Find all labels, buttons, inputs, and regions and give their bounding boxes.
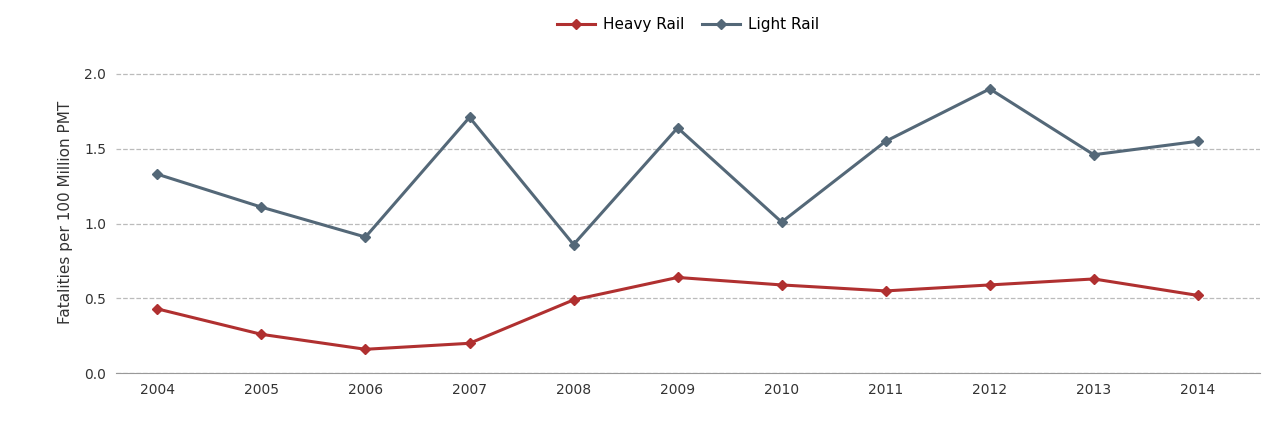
Heavy Rail [462,341,477,346]
Y-axis label: Fatalities per 100 Million PMT: Fatalities per 100 Million PMT [58,101,73,324]
Heavy Rail [566,297,581,302]
Light Rail [149,172,165,177]
Heavy Rail [983,282,998,287]
Heavy Rail [358,347,373,352]
Heavy Rail [1087,276,1102,281]
Line: Light Rail: Light Rail [154,85,1201,248]
Legend: Heavy Rail, Light Rail: Heavy Rail, Light Rail [550,11,826,38]
Heavy Rail [878,288,894,293]
Line: Heavy Rail: Heavy Rail [154,274,1201,353]
Light Rail [670,125,685,130]
Light Rail [462,115,477,120]
Light Rail [358,235,373,240]
Light Rail [774,220,790,225]
Light Rail [253,205,269,210]
Light Rail [1087,152,1102,157]
Light Rail [566,242,581,247]
Heavy Rail [1190,293,1205,298]
Heavy Rail [670,275,685,280]
Heavy Rail [149,306,165,311]
Light Rail [1190,139,1205,144]
Heavy Rail [774,282,790,287]
Light Rail [878,139,894,144]
Heavy Rail [253,332,269,337]
Light Rail [983,86,998,91]
